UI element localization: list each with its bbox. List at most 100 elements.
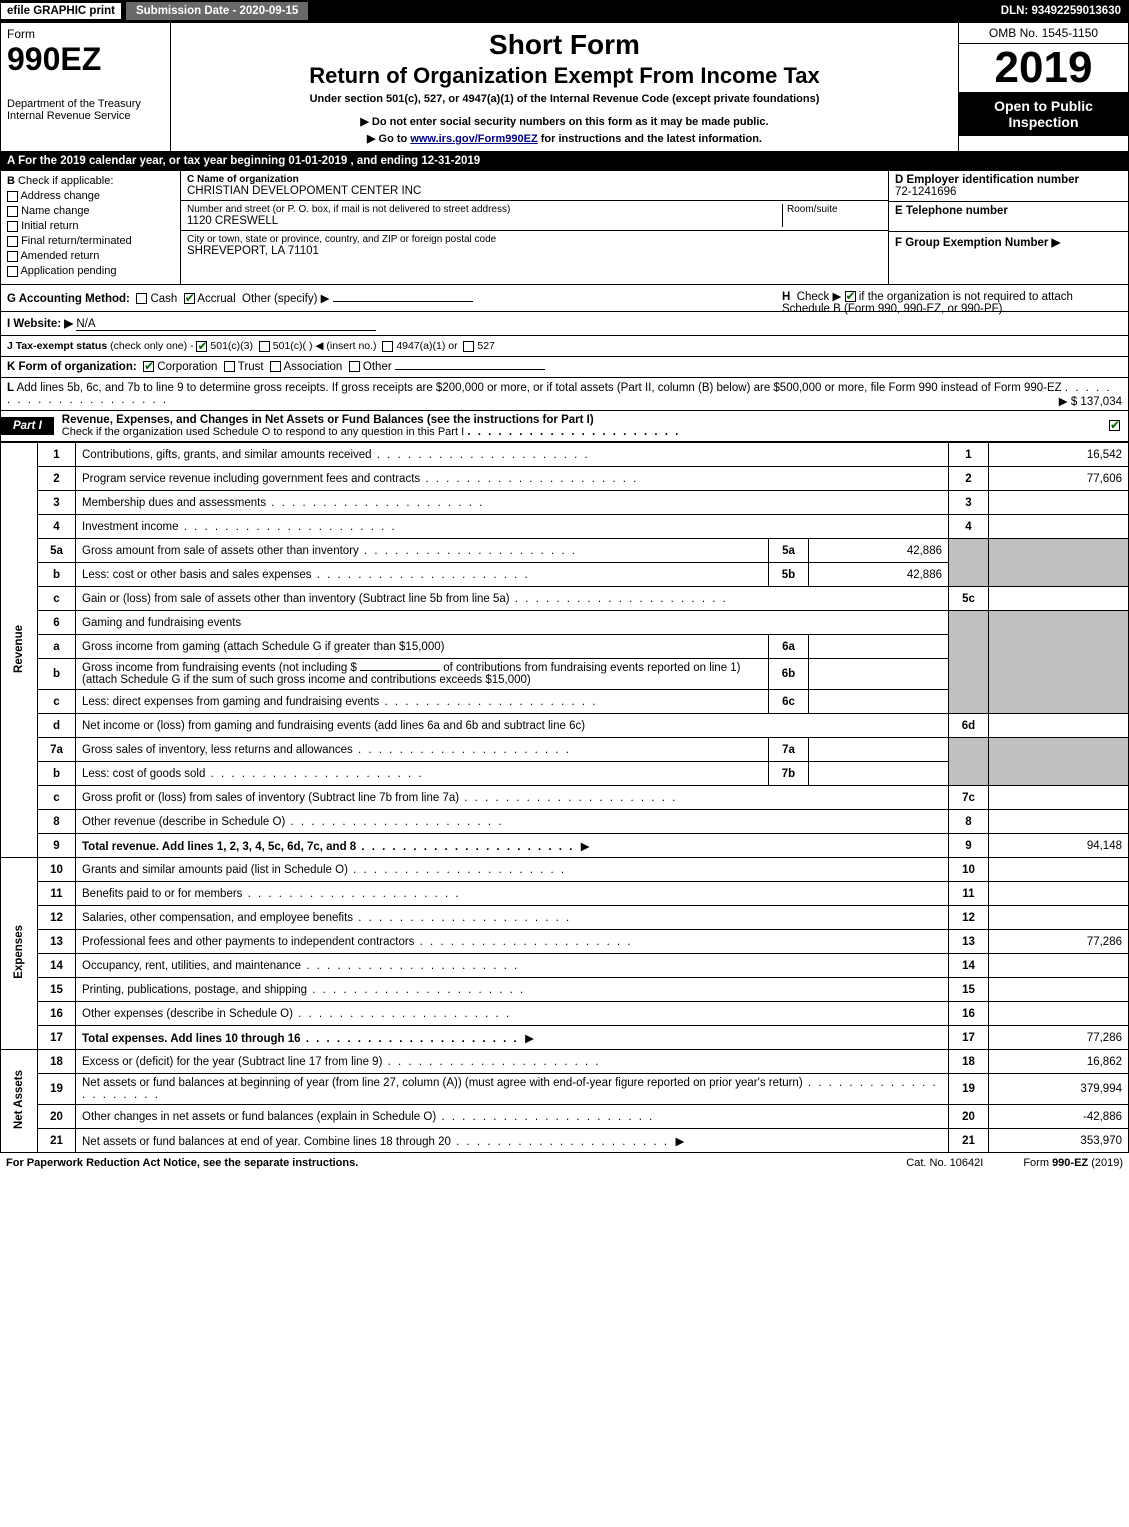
goto-link[interactable]: www.irs.gov/Form990EZ (410, 133, 537, 145)
checkbox-association[interactable] (270, 361, 281, 372)
line-9-ref: 9 (949, 834, 989, 858)
line-8-desc: Other revenue (describe in Schedule O) (76, 810, 949, 834)
efile-graphic-print[interactable]: efile GRAPHIC print (0, 2, 122, 20)
line-5c-desc: Gain or (loss) from sale of assets other… (76, 587, 949, 611)
line-3-desc: Membership dues and assessments (76, 491, 949, 515)
footer-formref: Form 990-EZ (2019) (1023, 1157, 1123, 1169)
line-17-desc: Total expenses. Add lines 10 through 16 … (76, 1026, 949, 1050)
goto-line: ▶ Go to www.irs.gov/Form990EZ for instru… (177, 132, 952, 145)
label-amended-return: Amended return (20, 250, 99, 262)
line-19-val: 379,994 (989, 1074, 1129, 1105)
org-address: 1120 CRESWELL (187, 215, 782, 227)
room-suite-label: Room/suite (782, 204, 882, 227)
label-application-pending: Application pending (20, 265, 116, 277)
line-13-ref: 13 (949, 930, 989, 954)
netassets-group-label: Net Assets (1, 1050, 38, 1153)
line-8-ref: 8 (949, 810, 989, 834)
line-11-desc: Benefits paid to or for members (76, 882, 949, 906)
line-11-num: 11 (38, 882, 76, 906)
line-12-num: 12 (38, 906, 76, 930)
part-1-sub: Check if the organization used Schedule … (62, 426, 464, 438)
line-6d-ref: 6d (949, 714, 989, 738)
checkbox-initial-return[interactable] (7, 221, 18, 232)
line-3-ref: 3 (949, 491, 989, 515)
checkbox-501c3[interactable] (196, 341, 207, 352)
under-section: Under section 501(c), 527, or 4947(a)(1)… (177, 93, 952, 105)
checkbox-schedule-o[interactable] (1109, 420, 1120, 431)
form-header: Form 990EZ Department of the Treasury In… (0, 22, 1129, 152)
checkbox-cash[interactable] (136, 293, 147, 304)
line-20-val: -42,886 (989, 1105, 1129, 1129)
checkbox-final-return[interactable] (7, 236, 18, 247)
line-19-ref: 19 (949, 1074, 989, 1105)
line-5a-sn: 5a (769, 539, 809, 563)
line-15-val (989, 978, 1129, 1002)
line-6-shade-val (989, 611, 1129, 714)
info-block: B Check if applicable: Address change Na… (0, 171, 1129, 285)
section-e-label: E Telephone number (895, 205, 1008, 217)
checkbox-501c[interactable] (259, 341, 270, 352)
line-6a-num: a (38, 635, 76, 659)
line-14-desc: Occupancy, rent, utilities, and maintena… (76, 954, 949, 978)
checkbox-h[interactable] (845, 291, 856, 302)
org-city: SHREVEPORT, LA 71101 (187, 245, 882, 257)
line-10-num: 10 (38, 858, 76, 882)
goto-pre: ▶ Go to (367, 133, 410, 145)
line-14-ref: 14 (949, 954, 989, 978)
line-17-ref: 17 (949, 1026, 989, 1050)
line-3-num: 3 (38, 491, 76, 515)
line-5c-ref: 5c (949, 587, 989, 611)
line-5b-num: b (38, 563, 76, 587)
line-5a-num: 5a (38, 539, 76, 563)
line-10-ref: 10 (949, 858, 989, 882)
checkbox-527[interactable] (463, 341, 474, 352)
label-association: Association (284, 361, 343, 373)
header-right: OMB No. 1545-1150 2019 Open to Public In… (958, 23, 1128, 151)
checkbox-amended-return[interactable] (7, 251, 18, 262)
label-initial-return: Initial return (21, 220, 78, 232)
line-11-val (989, 882, 1129, 906)
line-6c-desc: Less: direct expenses from gaming and fu… (76, 690, 769, 714)
checkbox-other-org[interactable] (349, 361, 360, 372)
line-12-desc: Salaries, other compensation, and employ… (76, 906, 949, 930)
dept-treasury: Department of the Treasury (7, 98, 164, 110)
label-other-specify: Other (specify) ▶ (242, 293, 329, 305)
checkbox-address-change[interactable] (7, 191, 18, 202)
ein-value: 72-1241696 (895, 186, 1122, 198)
label-final-return: Final return/terminated (21, 235, 132, 247)
revenue-group-label: Revenue (1, 443, 38, 858)
section-b-title: Check if applicable: (18, 175, 113, 187)
expenses-group-label: Expenses (1, 858, 38, 1050)
checkbox-accrual[interactable] (184, 293, 195, 304)
line-20-desc: Other changes in net assets or fund bala… (76, 1105, 949, 1129)
section-h-letter: H (782, 291, 790, 303)
line-12-val (989, 906, 1129, 930)
section-b: B Check if applicable: Address change Na… (1, 171, 181, 284)
checkbox-4947[interactable] (382, 341, 393, 352)
label-address-change: Address change (20, 190, 100, 202)
omb-number: OMB No. 1545-1150 (959, 23, 1128, 44)
footer-paperwork: For Paperwork Reduction Act Notice, see … (6, 1157, 358, 1169)
lines-table: Revenue 1 Contributions, gifts, grants, … (0, 442, 1129, 1153)
line-6d-val (989, 714, 1129, 738)
line-1-desc: Contributions, gifts, grants, and simila… (76, 443, 949, 467)
line-18-val: 16,862 (989, 1050, 1129, 1074)
line-6b-desc: Gross income from fundraising events (no… (76, 659, 769, 690)
checkbox-trust[interactable] (224, 361, 235, 372)
line-6c-sv (809, 690, 949, 714)
line-5c-num: c (38, 587, 76, 611)
city-label: City or town, state or province, country… (187, 234, 882, 245)
line-7a-num: 7a (38, 738, 76, 762)
dln-number: DLN: 93492259013630 (1001, 5, 1129, 17)
line-7a-sn: 7a (769, 738, 809, 762)
checkbox-application-pending[interactable] (7, 266, 18, 277)
page-footer: For Paperwork Reduction Act Notice, see … (0, 1153, 1129, 1173)
checkbox-name-change[interactable] (7, 206, 18, 217)
line-10-desc: Grants and similar amounts paid (list in… (76, 858, 949, 882)
line-2-desc: Program service revenue including govern… (76, 467, 949, 491)
section-k: K Form of organization: Corporation Trus… (0, 357, 1129, 378)
line-5c-val (989, 587, 1129, 611)
line-7a-sv (809, 738, 949, 762)
checkbox-corporation[interactable] (143, 361, 154, 372)
label-other-org: Other (363, 361, 392, 373)
